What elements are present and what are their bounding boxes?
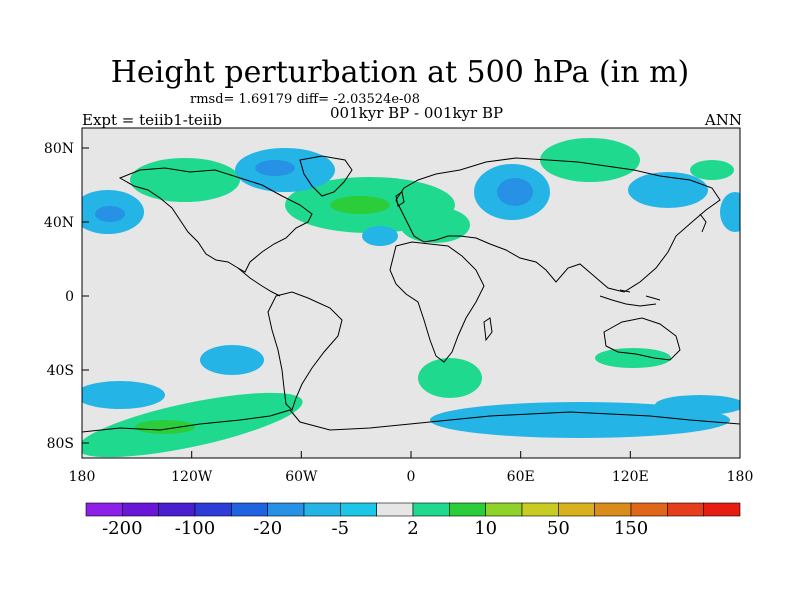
colorbar-swatch [340, 502, 377, 517]
anomaly-east-asia-negative [628, 172, 708, 208]
anomaly-southern-ocean-indian-negative [430, 402, 730, 438]
colorbar-swatch [85, 502, 123, 517]
colorbar-swatch [703, 502, 741, 517]
colorbar-swatch [231, 502, 268, 517]
coastline-eurasia [395, 157, 721, 293]
lon-tick-label: 60E [507, 469, 535, 485]
colorbar-swatch [594, 502, 632, 517]
lat-tick-label: 0 [65, 289, 74, 305]
colorbar-swatch [521, 502, 559, 517]
colorbar-label: -5 [332, 518, 350, 539]
anomaly-arctic-siberia-positive [540, 138, 640, 182]
anomaly-siberia-core [497, 178, 533, 206]
colorbar-label: 10 [474, 518, 497, 539]
lon-tick-label: 180 [69, 469, 96, 485]
experiment-label: Expt = teiib1-teiib [82, 111, 222, 129]
strong-positive-regions [135, 196, 390, 434]
coastline-british-isles [395, 191, 405, 207]
lon-tick-label: 120W [171, 469, 213, 485]
coastline-africa [389, 241, 485, 363]
coastline-north-america [118, 167, 313, 273]
colorbar-swatch [267, 502, 305, 517]
colorbar-label: -100 [175, 518, 215, 539]
period-label: 001kyr BP - 001kyr BP [330, 104, 504, 122]
anomaly-south-pacific-negative [200, 345, 264, 375]
coastline-central-america [237, 267, 281, 297]
coastline-antarctica [82, 409, 740, 433]
anomaly-europe-positive [400, 207, 470, 243]
map-title: Height perturbation at 500 hPa (in m) [110, 55, 690, 90]
anomaly-north-pacific-west-core [95, 206, 125, 222]
lon-tick-label: 60W [285, 469, 318, 485]
colorbar-swatch [376, 502, 414, 517]
lat-tick-label: 80S [47, 436, 74, 452]
coastlines [82, 155, 740, 433]
anomaly-south-atlantic-positive [418, 358, 482, 398]
anomaly-north-pacific-east-positive [690, 160, 734, 180]
anomaly-fields [82, 138, 740, 458]
colorbar-swatch [122, 502, 159, 517]
latitude-axis: 80N 40N 0 40S 80S [44, 141, 89, 452]
coastline-greenland [299, 155, 353, 197]
coastline-australia [603, 317, 681, 361]
colorbar-label: -20 [253, 518, 282, 539]
colorbar-swatch [630, 502, 668, 517]
colorbar-label: 150 [614, 518, 648, 539]
lon-tick-label: 180 [727, 469, 754, 485]
anomaly-australia-south-positive [595, 348, 671, 368]
colorbar-swatch [558, 502, 595, 517]
colorbar-swatch [158, 502, 196, 517]
colorbar-swatch [449, 502, 486, 517]
lat-tick-label: 40S [47, 363, 74, 379]
lat-tick-label: 80N [44, 141, 74, 157]
anomaly-southern-ocean-east-negative [655, 395, 740, 415]
anomaly-north-atlantic-core [330, 196, 390, 214]
season-label: ANN [704, 111, 742, 129]
coastline-japan [699, 213, 707, 233]
colorbar-label: 2 [407, 518, 418, 539]
colorbar-swatch [412, 502, 450, 517]
colorbar-swatch [303, 502, 341, 517]
colorbar: -200 -100 -20 -5 2 10 50 150 [85, 502, 741, 539]
anomaly-southern-ocean-core [135, 420, 195, 434]
coastline-madagascar [483, 317, 493, 342]
longitude-axis: 180 120W 60W 0 60E 120E 180 [69, 451, 754, 485]
stats-text: rmsd= 1.69179 diff= -2.03524e-08 [190, 92, 420, 107]
colorbar-label: -200 [102, 518, 142, 539]
strong-negative-regions [95, 160, 533, 222]
colorbar-label: 50 [547, 518, 570, 539]
coastline-south-america [267, 291, 343, 411]
anomaly-atlantic-small-negative [362, 226, 398, 246]
anomaly-west-pacific-north-negative [720, 192, 740, 232]
anomaly-south-pacific-west-negative [82, 381, 165, 409]
lon-tick-label: 0 [407, 469, 416, 485]
colorbar-swatch [485, 502, 523, 517]
lon-tick-label: 120E [612, 469, 649, 485]
colorbar-swatch [667, 502, 704, 517]
anomaly-greenland-core [255, 160, 295, 176]
lat-tick-label: 40N [44, 215, 74, 231]
coastline-southeast-asia-islands [599, 289, 661, 307]
anomaly-north-pacific-positive [130, 158, 240, 202]
colorbar-swatch [194, 502, 232, 517]
